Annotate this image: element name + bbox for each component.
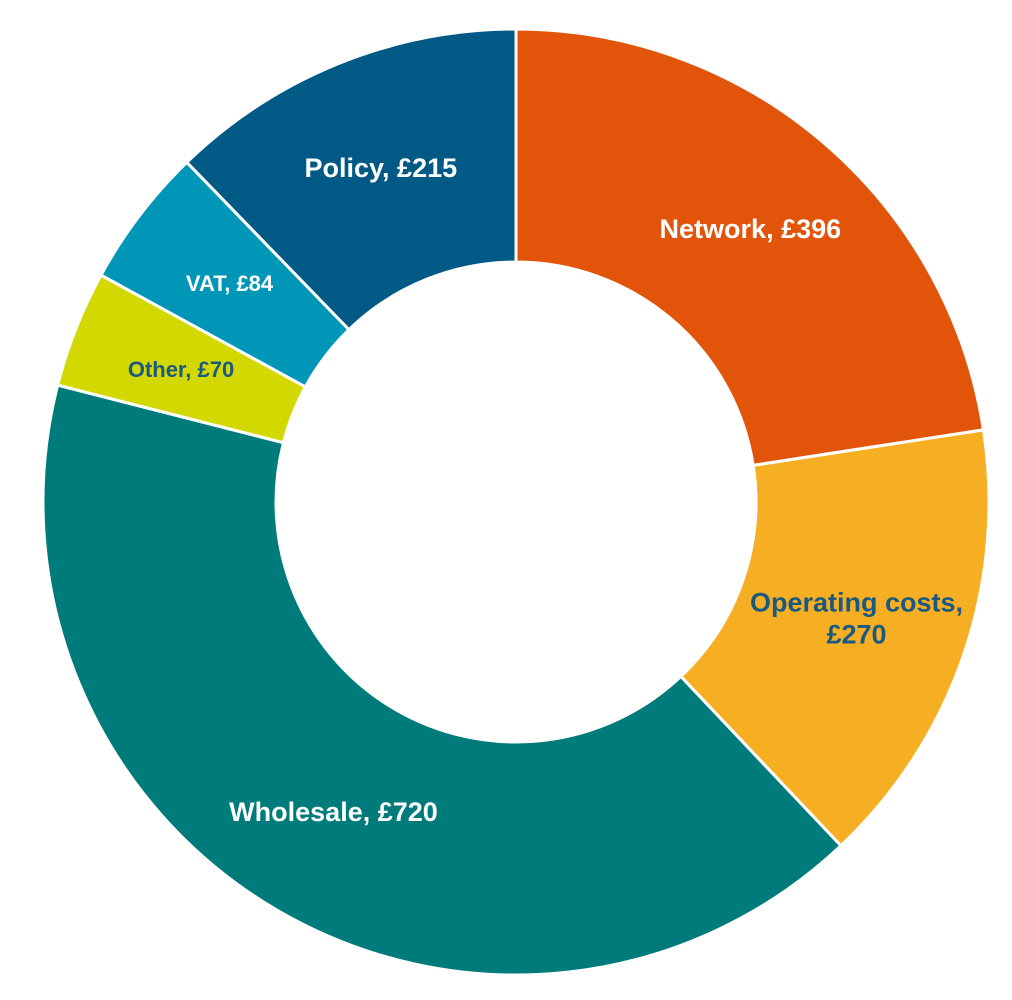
slice-label: Operating costs, £270 (750, 587, 964, 650)
donut-slice (41, 383, 844, 977)
donut-slice (678, 428, 991, 848)
slice-label: Network, £396 (659, 213, 842, 244)
slice-label: Wholesale, £720 (229, 797, 438, 828)
donut-slice (514, 27, 986, 468)
slice-label: VAT, £84 (185, 270, 274, 296)
donut-slice (184, 27, 518, 332)
slice-label: Policy, £215 (304, 153, 458, 184)
slice-label: Other, £70 (127, 356, 235, 382)
